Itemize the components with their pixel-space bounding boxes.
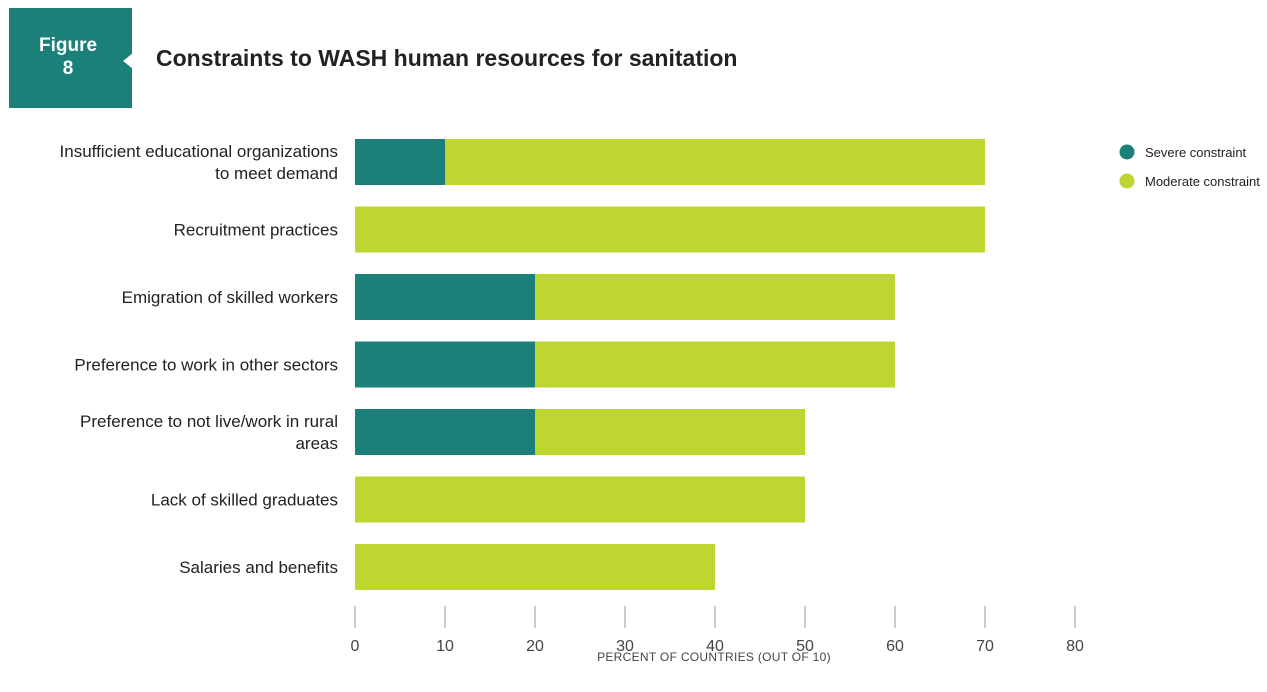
tick-label-30: 30 [616,638,634,655]
tick-label-80: 80 [1066,638,1084,655]
tick-label-40: 40 [706,638,724,655]
bar-severe-4 [355,341,535,388]
tick-label-0: 0 [351,638,360,655]
bar-severe-1 [355,139,445,185]
legend: Severe constraint Moderate constraint [1119,144,1260,189]
legend-marker-moderate [1119,173,1135,189]
category-label-7: Salaries and benefits [179,558,338,577]
bars-group [355,139,985,590]
figure-badge: Figure 8 [9,8,133,108]
tick-label-70: 70 [976,638,994,655]
tick-label-50: 50 [796,638,814,655]
bar-moderate-7 [355,544,715,590]
chart-title: Constraints to WASH human resources for … [156,45,738,71]
category-label-1-line-2: to meet demand [215,164,338,183]
category-label-5-line-1: Preference to not live/work in rural [80,412,338,431]
legend-marker-severe [1119,144,1135,160]
x-axis: 0 10 20 30 40 50 60 70 80 [351,606,1084,655]
tick-label-10: 10 [436,638,454,655]
badge-notch [123,53,133,69]
category-labels: Insufficient educational organizations to… [60,142,338,577]
tick-label-20: 20 [526,638,544,655]
bar-moderate-3 [535,274,895,320]
bar-severe-3 [355,274,535,320]
bar-moderate-4 [535,341,895,388]
figure-word: Figure [38,35,98,56]
tick-label-60: 60 [886,638,904,655]
category-label-5-line-2: areas [295,434,338,453]
legend-label-moderate: Moderate constraint [1145,174,1260,189]
category-label-2: Recruitment practices [174,221,338,240]
x-axis-title: PERCENT OF COUNTRIES (OUT OF 10) [597,650,831,664]
category-label-6: Lack of skilled graduates [151,491,338,510]
bar-moderate-6 [355,476,805,523]
bar-severe-5 [355,409,535,455]
figure-label: Figure 8 [9,34,127,80]
bar-moderate-1 [445,139,985,185]
bar-moderate-5 [535,409,805,455]
legend-label-severe: Severe constraint [1145,145,1247,160]
category-label-4: Preference to work in other sectors [74,356,338,375]
figure-number: 8 [62,58,74,79]
category-label-1-line-1: Insufficient educational organizations [60,142,338,161]
bar-moderate-2 [355,206,985,253]
category-label-3: Emigration of skilled workers [122,288,338,307]
